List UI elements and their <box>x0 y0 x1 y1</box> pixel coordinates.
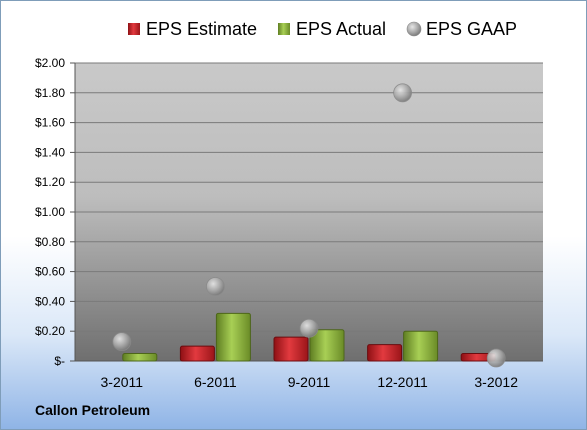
eps-estimate-bar <box>367 344 403 362</box>
legend-swatch <box>406 21 422 37</box>
x-axis-ticks: 3-2011 6-2011 9-2011 12-2011 3-2012 <box>101 374 519 390</box>
y-tick-label: $0.40 <box>35 294 65 308</box>
y-tick-label: $1.20 <box>35 175 65 189</box>
x-tick-label: 12-2011 <box>377 374 428 390</box>
y-tick-label: $1.00 <box>35 205 65 219</box>
x-tick-label: 3-2011 <box>101 374 144 390</box>
y-tick-label: $1.80 <box>35 86 65 100</box>
y-axis-ticks: $2.00 $1.80 $1.60 $1.40 $1.20 $1.00 $0.80 $0.60… <box>35 56 65 368</box>
eps-actual-bar <box>215 312 251 362</box>
y-tick-label: $0.80 <box>35 235 65 249</box>
eps-gaap-point <box>393 83 413 103</box>
x-tick-label: 6-2011 <box>194 374 237 390</box>
legend-label: EPS Actual <box>296 19 386 39</box>
legend-swatch <box>278 23 290 35</box>
eps-actual-bar <box>309 329 345 362</box>
y-tick-label: $0.60 <box>35 265 65 279</box>
eps-gaap-point <box>486 348 506 368</box>
company-name: Callon Petroleum <box>35 402 151 418</box>
eps-gaap-point <box>112 332 132 352</box>
eps-actual-bar <box>122 353 158 362</box>
y-tick-label: $0.20 <box>35 324 65 338</box>
legend: EPS Estimate EPS Actual EPS GAAP <box>128 19 517 39</box>
eps-gaap-point <box>299 318 319 338</box>
data-marks <box>112 83 506 368</box>
eps-estimate-bar <box>273 336 309 362</box>
legend-label: EPS GAAP <box>426 19 517 39</box>
eps-actual-bar <box>403 330 439 362</box>
legend-swatch <box>128 23 140 35</box>
x-tick-label: 9-2011 <box>288 374 331 390</box>
y-tick-label: $1.40 <box>35 145 65 159</box>
eps-estimate-bar <box>179 345 215 362</box>
eps-gaap-point <box>205 277 225 296</box>
y-tick-label: $1.60 <box>35 116 65 130</box>
y-tick-label: $- <box>54 354 65 368</box>
legend-label: EPS Estimate <box>146 19 257 39</box>
y-tick-label: $2.00 <box>35 56 65 70</box>
x-tick-label: 3-2012 <box>474 374 518 390</box>
